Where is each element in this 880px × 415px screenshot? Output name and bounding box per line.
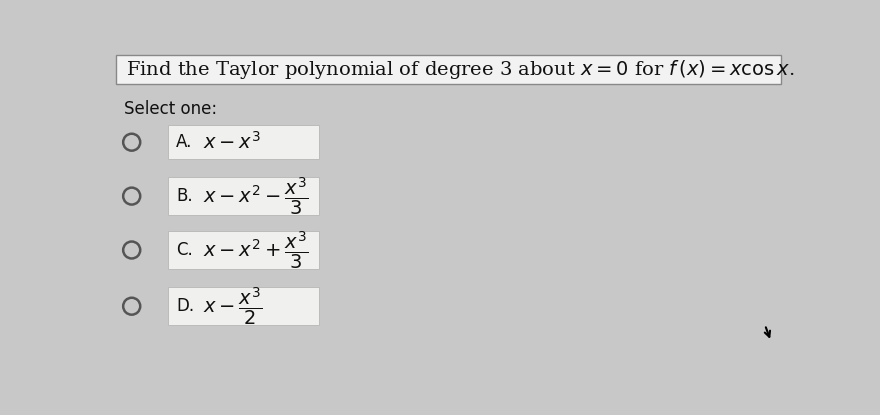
FancyBboxPatch shape bbox=[116, 55, 781, 84]
Text: $x - x^3$: $x - x^3$ bbox=[203, 131, 261, 153]
Text: Find the Taylor polynomial of degree 3 about $x = 0$ for $f\,(x) = x\cos x$.: Find the Taylor polynomial of degree 3 a… bbox=[126, 59, 795, 81]
Text: B.: B. bbox=[176, 187, 193, 205]
FancyBboxPatch shape bbox=[168, 287, 319, 325]
Circle shape bbox=[123, 134, 140, 151]
Circle shape bbox=[123, 188, 140, 205]
Circle shape bbox=[123, 242, 140, 259]
Text: A.: A. bbox=[176, 133, 192, 151]
Text: $x - x^2 + \dfrac{x^3}{3}$: $x - x^2 + \dfrac{x^3}{3}$ bbox=[203, 229, 308, 271]
Text: $x - x^2 - \dfrac{x^3}{3}$: $x - x^2 - \dfrac{x^3}{3}$ bbox=[203, 175, 308, 217]
Text: D.: D. bbox=[176, 297, 194, 315]
FancyBboxPatch shape bbox=[168, 177, 319, 215]
Circle shape bbox=[123, 298, 140, 315]
FancyBboxPatch shape bbox=[168, 125, 319, 159]
Text: $x - \dfrac{x^3}{2}$: $x - \dfrac{x^3}{2}$ bbox=[203, 285, 262, 327]
FancyBboxPatch shape bbox=[168, 231, 319, 269]
Text: Select one:: Select one: bbox=[124, 100, 217, 118]
Text: C.: C. bbox=[176, 241, 193, 259]
